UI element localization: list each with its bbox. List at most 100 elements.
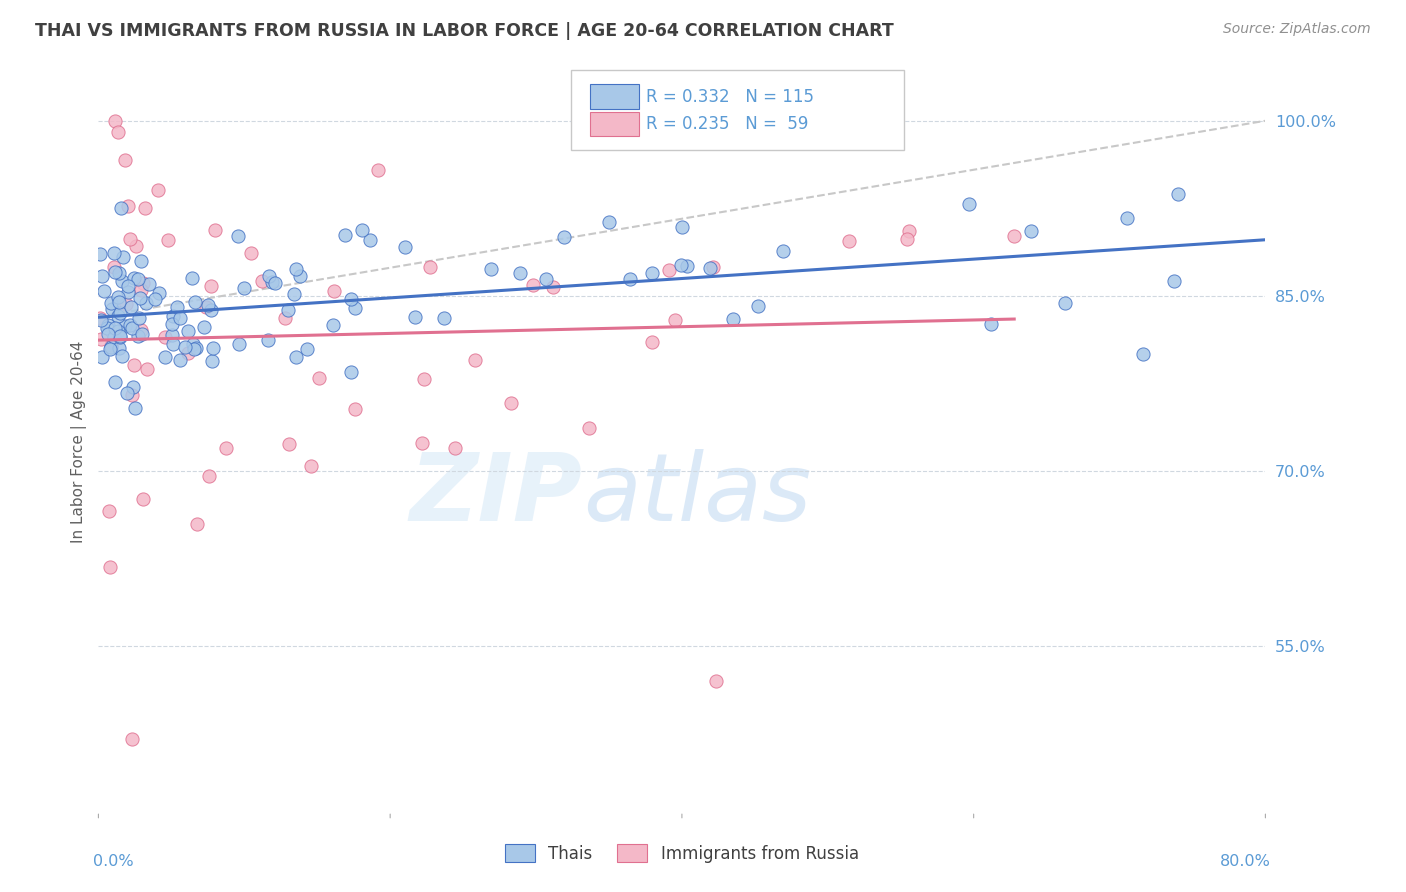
Point — [90, 269, 112, 284]
Point — [98, 560, 121, 574]
Point — [200, 303, 222, 318]
Point — [117, 285, 139, 300]
Point — [404, 310, 426, 324]
Point — [120, 318, 142, 332]
Point — [103, 245, 125, 260]
Point — [499, 396, 522, 410]
Point — [134, 202, 156, 216]
Point — [339, 292, 361, 306]
Point — [93, 284, 115, 298]
Point — [104, 320, 127, 334]
Point — [131, 326, 153, 341]
Point — [252, 273, 274, 287]
Point — [162, 317, 184, 331]
Point — [169, 311, 191, 326]
FancyBboxPatch shape — [589, 85, 638, 109]
Point — [169, 353, 191, 368]
Point — [121, 731, 143, 746]
Point — [157, 233, 180, 247]
Point — [747, 299, 769, 313]
Point — [103, 260, 125, 275]
Point — [129, 323, 152, 337]
Point — [352, 223, 374, 237]
Point — [464, 353, 486, 368]
Point — [114, 153, 136, 168]
Point — [295, 342, 318, 356]
Point — [215, 441, 238, 455]
Point — [136, 362, 159, 376]
Point — [277, 303, 299, 318]
Point — [641, 266, 664, 280]
Point — [138, 277, 160, 291]
Point — [110, 201, 132, 215]
Point — [274, 310, 297, 325]
Point — [340, 365, 363, 379]
Point — [98, 342, 121, 356]
Point — [101, 302, 124, 317]
Text: Source: ZipAtlas.com: Source: ZipAtlas.com — [1223, 22, 1371, 37]
Point — [343, 401, 366, 416]
Point — [112, 250, 135, 264]
Point — [896, 232, 918, 246]
Point — [97, 318, 120, 332]
FancyBboxPatch shape — [571, 70, 904, 150]
Point — [201, 353, 224, 368]
FancyBboxPatch shape — [589, 112, 638, 136]
Point — [394, 240, 416, 254]
Point — [619, 272, 641, 286]
Point — [174, 340, 197, 354]
Point — [125, 239, 148, 253]
Point — [204, 223, 226, 237]
Point — [103, 330, 125, 344]
Point — [107, 341, 129, 355]
Point — [162, 327, 184, 342]
Point — [100, 340, 122, 354]
Point — [299, 458, 322, 473]
Text: atlas: atlas — [582, 449, 811, 541]
Point — [333, 228, 356, 243]
Point — [1115, 211, 1137, 225]
Point — [107, 324, 129, 338]
Point — [124, 401, 146, 416]
Point — [1167, 186, 1189, 201]
Point — [177, 325, 200, 339]
Point — [957, 196, 980, 211]
Point — [110, 329, 132, 343]
Point — [124, 358, 146, 372]
Point — [257, 269, 280, 284]
Point — [201, 341, 224, 355]
Point — [148, 286, 170, 301]
Point — [278, 437, 301, 451]
Point — [283, 287, 305, 301]
Point — [100, 296, 122, 310]
Point — [111, 349, 134, 363]
Point — [121, 388, 143, 402]
Point — [108, 266, 131, 280]
Point — [702, 260, 724, 275]
Point — [671, 220, 693, 235]
Point — [1132, 347, 1154, 361]
Point — [108, 294, 131, 309]
Point — [111, 274, 134, 288]
Point — [260, 276, 283, 290]
Point — [578, 420, 600, 434]
Point — [1002, 229, 1025, 244]
Point — [1054, 296, 1077, 310]
Point — [127, 272, 149, 286]
Point — [343, 301, 366, 315]
Point — [129, 292, 152, 306]
Point — [675, 259, 697, 273]
Point — [132, 277, 155, 291]
Point — [200, 279, 222, 293]
Point — [104, 265, 127, 279]
Point — [838, 235, 860, 249]
Point — [226, 229, 249, 244]
Point — [181, 337, 204, 351]
Point — [444, 442, 467, 456]
Point — [96, 321, 118, 335]
Point — [228, 337, 250, 351]
Point — [166, 300, 188, 314]
Point — [90, 313, 112, 327]
Point — [553, 230, 575, 244]
Point — [129, 283, 152, 297]
